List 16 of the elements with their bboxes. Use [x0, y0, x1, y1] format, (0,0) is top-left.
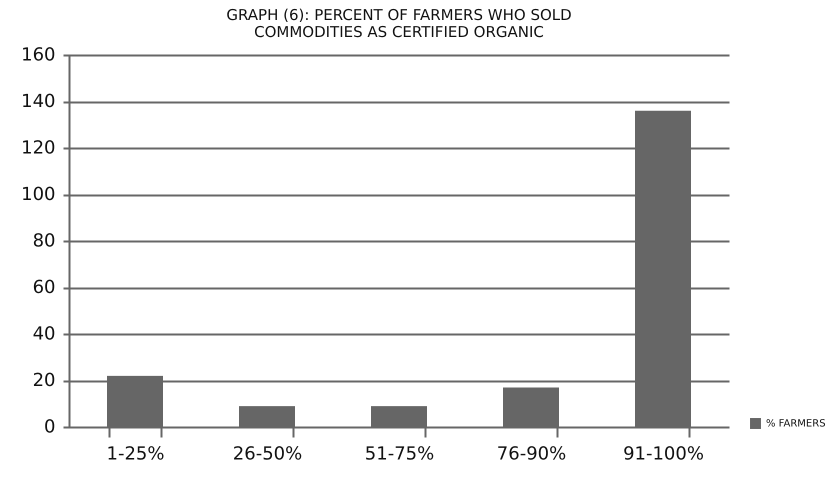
y-tick-label: 80 [32, 230, 56, 252]
y-tick-label: 0 [44, 416, 56, 438]
y-tick-label: 40 [32, 324, 56, 344]
y-tick-label: 20 [32, 370, 56, 391]
x-tick-label: 91-100% [623, 444, 704, 464]
y-tick-label: 160 [21, 44, 56, 66]
chart-title: GRAPH (6): PERCENT OF FARMERS WHO SOLD COMMODITIES AS CERTIFIED ORGANIC [226, 6, 572, 41]
y-tick-label: 140 [21, 91, 56, 112]
y-tick-label: 100 [21, 184, 56, 205]
legend-label: % FARMERS [766, 418, 826, 430]
x-tick-label: 1-25% [106, 444, 164, 464]
y-tick-label: 60 [32, 277, 56, 298]
y-tick-label: 120 [21, 138, 56, 158]
x-tick-label: 51-75% [364, 444, 434, 464]
x-tick-label: 76-90% [496, 444, 566, 464]
x-tick-label: 26-50% [232, 444, 302, 464]
